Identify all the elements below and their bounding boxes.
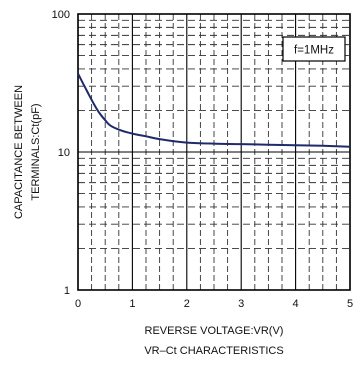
y-tick-label: 100	[52, 9, 70, 21]
annotation-label: f=1MHz	[294, 45, 334, 57]
plot-frame	[77, 13, 351, 291]
x-tick-label: 2	[184, 298, 190, 310]
x-tick-label: 4	[293, 298, 299, 310]
y-tick-label: 10	[58, 147, 70, 159]
y-tick-label: 1	[64, 285, 70, 297]
x-tick-labels: 0 1 2 3 4 5	[75, 298, 353, 310]
x-axis-title: REVERSE VOLTAGE:VR(V)	[145, 325, 284, 337]
y-tick-labels: 1 10 100	[52, 9, 70, 297]
annotation-box: f=1MHz	[282, 36, 346, 62]
series-line	[77, 73, 351, 148]
x-tick-label: 1	[129, 298, 135, 310]
y-axis-title-line-2: TERMINALS:Ct(pF)	[30, 103, 42, 200]
y-axis-title-line-1: CAPACITANCE BETWEEN	[13, 85, 25, 219]
x-tick-label: 3	[238, 298, 244, 310]
x-tick-label: 0	[75, 298, 81, 310]
chart-title: VR–Ct CHARACTERISTICS	[144, 345, 283, 357]
x-tick-label: 5	[347, 298, 353, 310]
